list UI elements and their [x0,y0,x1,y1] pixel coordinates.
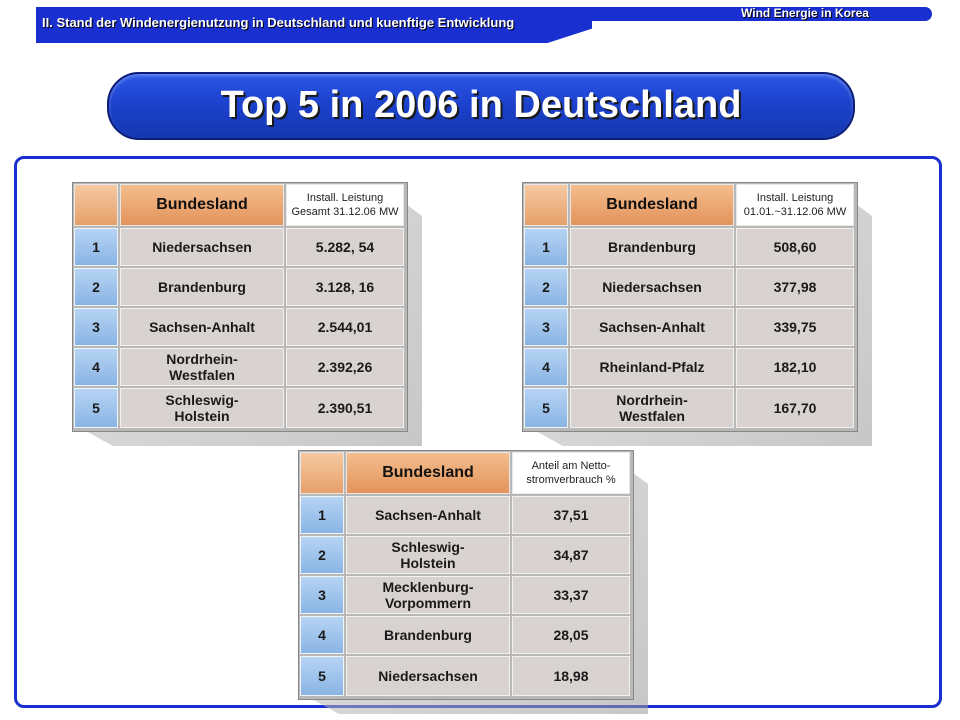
region-cell: Sachsen-Anhalt [346,496,510,534]
region-cell: Brandenburg [120,268,284,306]
region-cell: Rheinland-Pfalz [570,348,734,386]
region-cell: Brandenburg [346,616,510,654]
header-rank-cell [300,452,344,494]
header-rank-cell [74,184,118,226]
region-cell: Niedersachsen [346,656,510,696]
value-cell: 5.282, 54 [286,228,404,266]
value-cell: 37,51 [512,496,630,534]
brand-label: Wind Energie in Korea [741,6,869,20]
header-region: Bundesland [346,452,510,494]
header-value: Install. Leistung 01.01.~31.12.06 MW [736,184,854,226]
header-region: Bundesland [570,184,734,226]
value-cell: 28,05 [512,616,630,654]
table-consumption-share: Bundesland Anteil am Netto-stromverbrauc… [298,450,648,714]
value-cell: 2.544,01 [286,308,404,346]
table-annual-capacity: Bundesland Install. Leistung 01.01.~31.1… [522,182,872,446]
rank-cell: 3 [524,308,568,346]
value-cell: 34,87 [512,536,630,574]
header-bar [36,7,932,21]
rank-cell: 5 [74,388,118,428]
rank-cell: 4 [74,348,118,386]
region-cell: Nordrhein-Westfalen [570,388,734,428]
value-cell: 3.128, 16 [286,268,404,306]
region-cell: Sachsen-Anhalt [120,308,284,346]
title-banner [107,72,855,140]
value-cell: 167,70 [736,388,854,428]
rank-cell: 2 [524,268,568,306]
region-cell: Mecklenburg-Vorpommern [346,576,510,614]
value-cell: 18,98 [512,656,630,696]
region-cell: Brandenburg [570,228,734,266]
rank-cell: 2 [74,268,118,306]
header-value: Install. Leistung Gesamt 31.12.06 MW [286,184,404,226]
rank-cell: 5 [524,388,568,428]
rank-cell: 3 [74,308,118,346]
region-cell: Schleswig-Holstein [346,536,510,574]
page-title: Top 5 in 2006 in Deutschland [220,84,742,126]
value-cell: 2.392,26 [286,348,404,386]
value-cell: 339,75 [736,308,854,346]
value-cell: 377,98 [736,268,854,306]
rank-cell: 1 [300,496,344,534]
value-cell: 33,37 [512,576,630,614]
region-cell: Schleswig-Holstein [120,388,284,428]
rank-cell: 1 [524,228,568,266]
header-rank-cell [524,184,568,226]
value-cell: 2.390,51 [286,388,404,428]
rank-cell: 3 [300,576,344,614]
region-cell: Niedersachsen [120,228,284,266]
value-cell: 182,10 [736,348,854,386]
value-cell: 508,60 [736,228,854,266]
header-value: Anteil am Netto-stromverbrauch % [512,452,630,494]
region-cell: Nordrhein-Westfalen [120,348,284,386]
rank-cell: 5 [300,656,344,696]
rank-cell: 1 [74,228,118,266]
header-region: Bundesland [120,184,284,226]
section-title: II. Stand der Windenergienutzung in Deut… [42,15,515,30]
rank-cell: 4 [300,616,344,654]
table-total-capacity: Bundesland Install. Leistung Gesamt 31.1… [72,182,422,446]
rank-cell: 2 [300,536,344,574]
region-cell: Sachsen-Anhalt [570,308,734,346]
rank-cell: 4 [524,348,568,386]
region-cell: Niedersachsen [570,268,734,306]
